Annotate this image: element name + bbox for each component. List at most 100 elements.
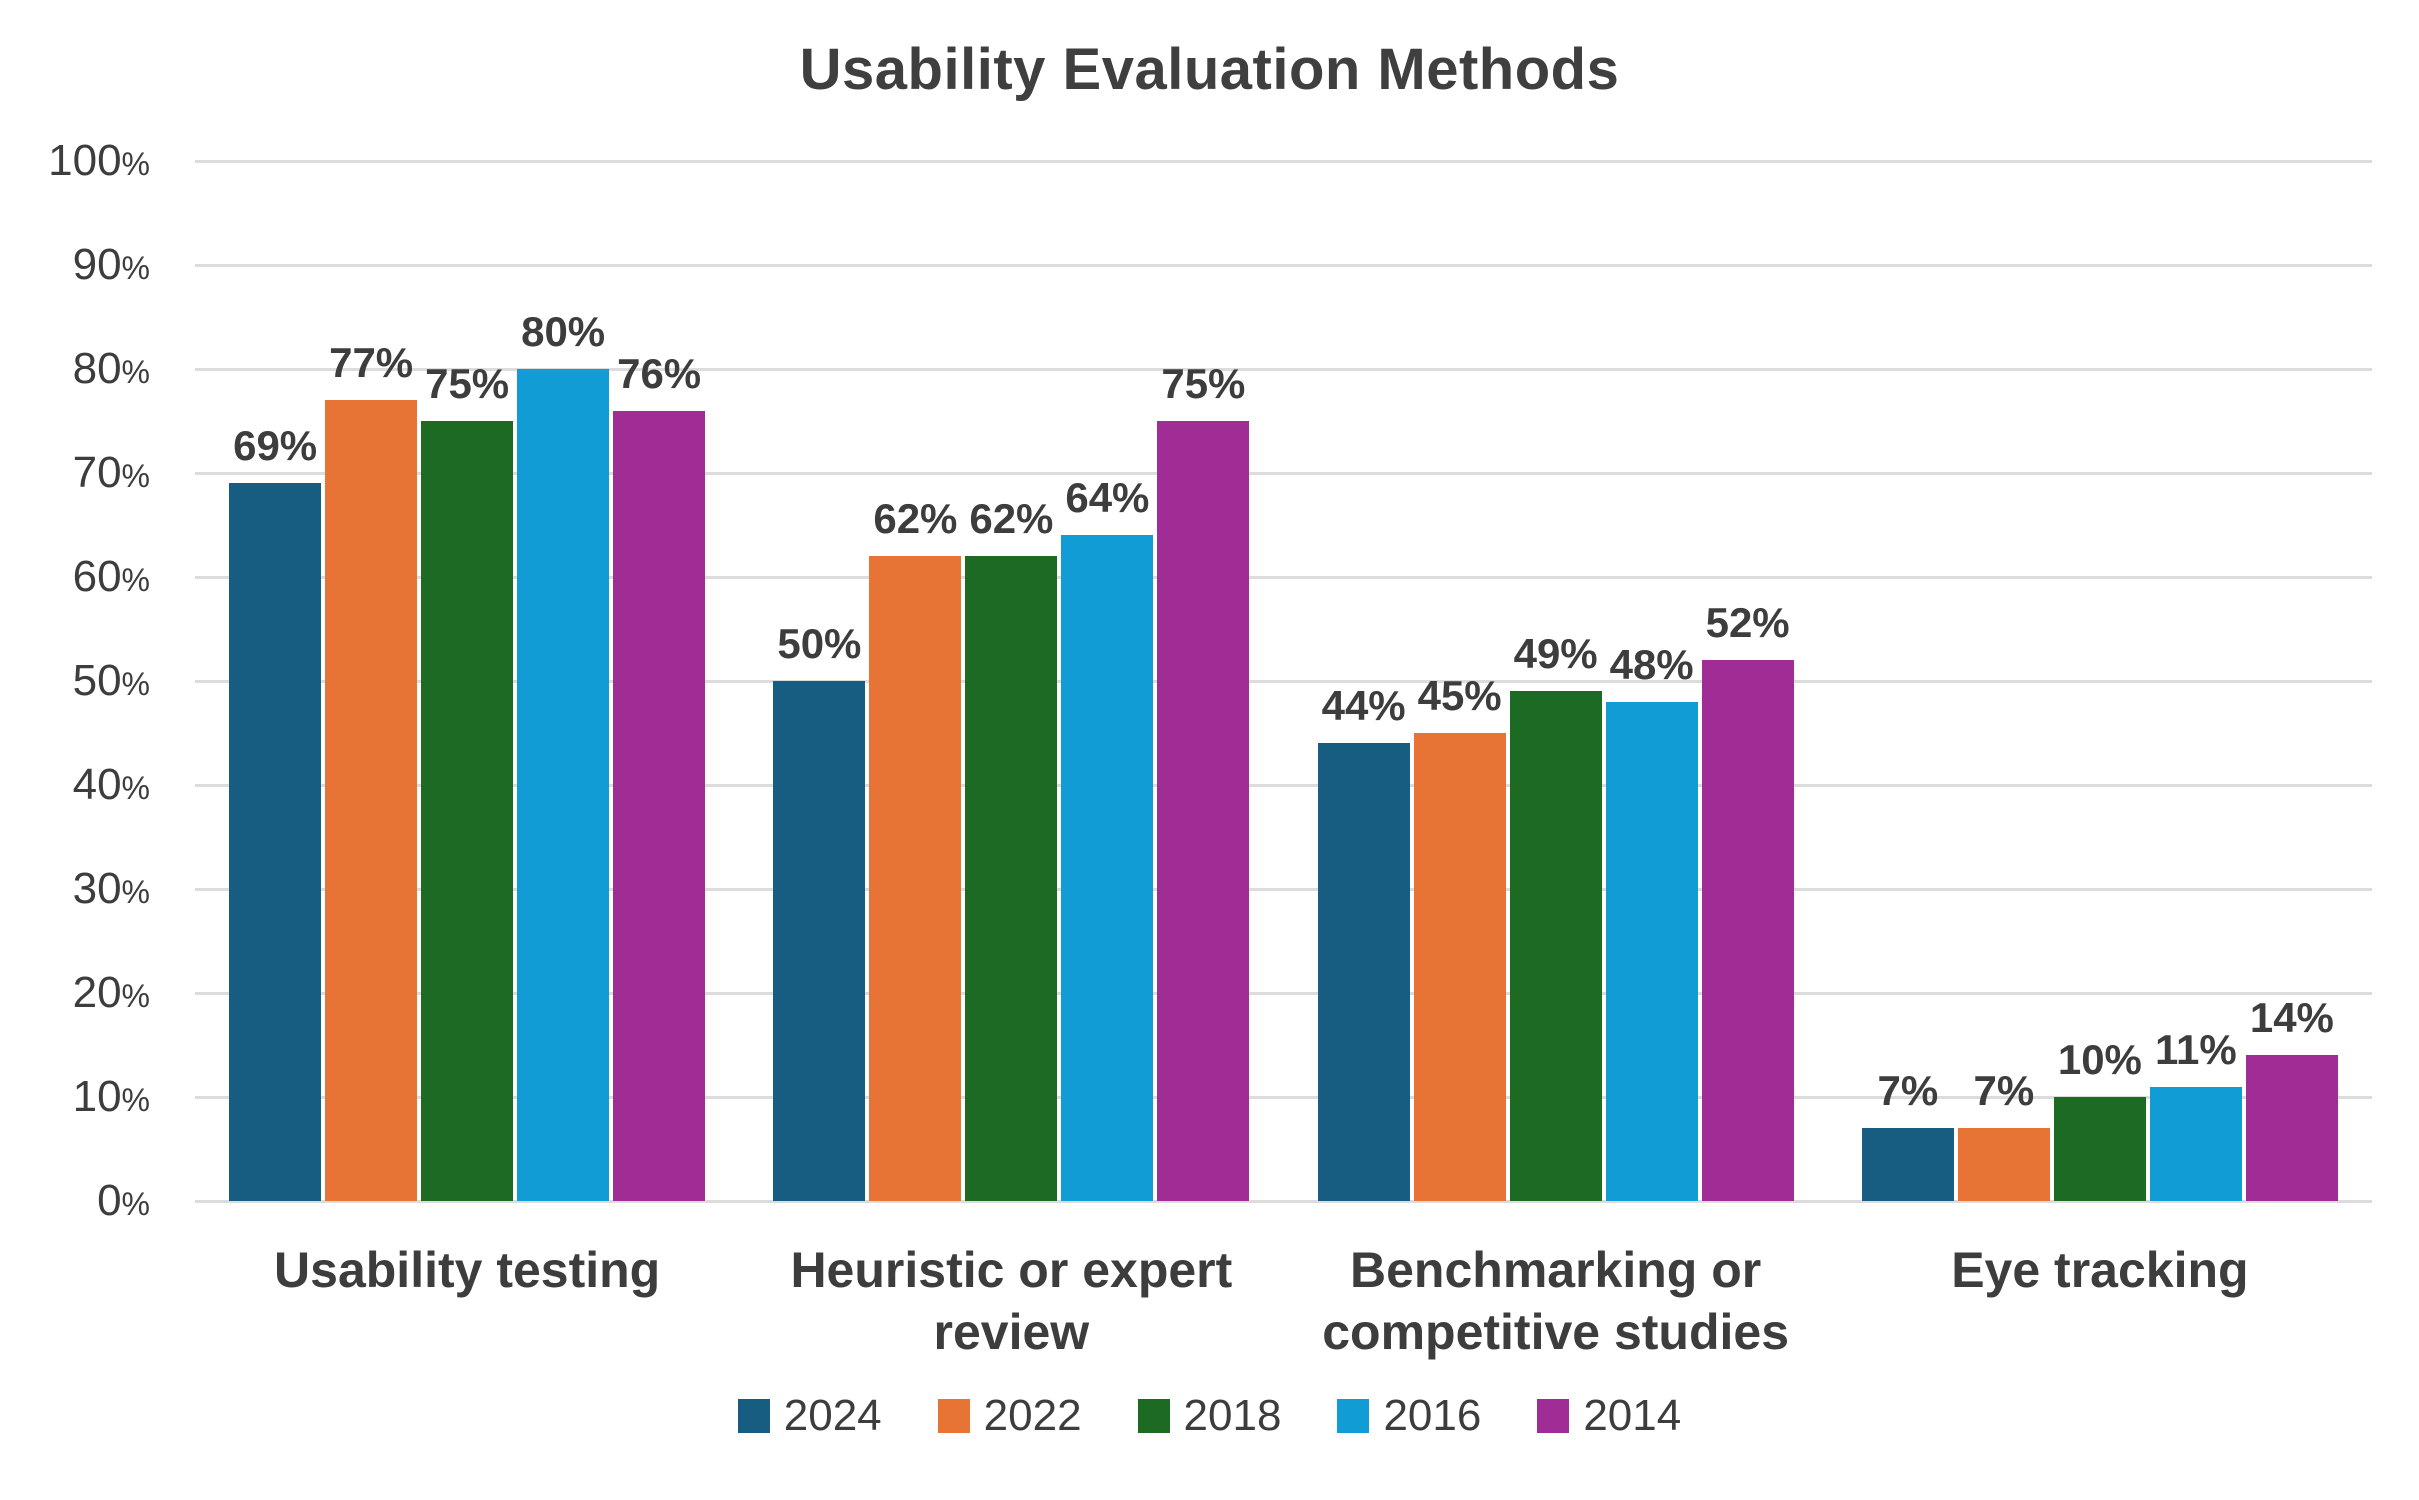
bar-value-label: 69% — [233, 422, 318, 470]
y-tick-label: 80% — [72, 344, 150, 393]
category-label: Heuristic or expert review — [790, 1242, 1233, 1360]
y-tick-label: 50% — [72, 656, 150, 705]
bar-column: 49% — [1509, 161, 1602, 1201]
bar-groups: 69% 77% 75% 80% 76% 50% 62% 62% 64% 75% 44% 45% 49% 4… — [195, 161, 2372, 1201]
bar-group: 69% 77% 75% 80% 76% — [195, 161, 739, 1201]
bar-2024-heuristic-or-expert-review — [773, 681, 866, 1201]
bar-value-label: 44% — [1321, 682, 1406, 730]
legend-swatch-icon — [937, 1399, 970, 1433]
y-tick-label: 30% — [72, 864, 150, 913]
bar-2014-heuristic-or-expert-review — [1157, 421, 1250, 1201]
bar-value-label: 7% — [1877, 1067, 1939, 1115]
legend-item-2018: 2018 — [1137, 1391, 1282, 1440]
bar-2018-usability-testing — [421, 421, 514, 1201]
bar-column: 45% — [1413, 161, 1506, 1201]
bar-column: 80% — [517, 161, 610, 1201]
legend-label: 2024 — [783, 1391, 882, 1440]
bar-column: 48% — [1605, 161, 1698, 1201]
bar-column: 11% — [2149, 161, 2242, 1201]
bar-group: 50% 62% 62% 64% 75% — [739, 161, 1283, 1201]
bar-value-label: 11% — [2155, 1025, 2237, 1073]
legend-swatch-icon — [737, 1399, 770, 1433]
bar-2024-eye-tracking — [1861, 1128, 1954, 1201]
gridline — [195, 576, 2372, 579]
y-tick-label: 100% — [48, 136, 150, 185]
bar-column: 75% — [421, 161, 514, 1201]
bar-column: 7% — [1861, 161, 1954, 1201]
legend-swatch-icon — [1337, 1399, 1370, 1433]
bar-value-label: 52% — [1705, 599, 1790, 647]
bar-value-label: 48% — [1609, 640, 1694, 688]
legend-label: 2016 — [1383, 1391, 1482, 1440]
gridline — [195, 472, 2372, 475]
bar-2022-benchmarking-or-competitive-studies — [1413, 733, 1506, 1201]
y-tick-label: 0% — [97, 1176, 150, 1225]
gridline — [195, 784, 2372, 787]
y-tick-label: 20% — [72, 968, 150, 1017]
bar-value-label: 77% — [329, 339, 414, 387]
gridline — [195, 992, 2372, 995]
gridline — [195, 888, 2372, 891]
y-tick-label: 10% — [72, 1072, 150, 1121]
bar-column: 44% — [1317, 161, 1410, 1201]
category-label: Usability testing — [274, 1242, 661, 1298]
gridline — [195, 368, 2372, 371]
legend-item-2016: 2016 — [1337, 1392, 1481, 1440]
chart-title: Usability Evaluation Methods — [799, 37, 1620, 102]
bar-value-label: 49% — [1513, 630, 1598, 678]
bar-2022-usability-testing — [325, 400, 418, 1201]
bar-value-label: 76% — [617, 349, 702, 397]
legend-item-2022: 2022 — [937, 1391, 1082, 1440]
bar-column: 76% — [613, 161, 706, 1201]
bar-value-label: 75% — [1161, 360, 1246, 407]
bar-group: 44% 45% 49% 48% 52% — [1284, 161, 1828, 1201]
y-tick-label: 40% — [72, 760, 150, 809]
bar-value-label: 7% — [1973, 1067, 2035, 1115]
bar-2016-eye-tracking — [2149, 1086, 2242, 1201]
bar-2016-heuristic-or-expert-review — [1061, 535, 1154, 1201]
y-tick-label: 60% — [72, 552, 150, 601]
bar-column: 7% — [1957, 161, 2050, 1201]
bar-column: 75% — [1157, 161, 1250, 1201]
bar-column: 62% — [965, 161, 1058, 1201]
bar-column: 69% — [229, 161, 322, 1201]
bar-value-label: 45% — [1417, 672, 1502, 719]
y-tick-label: 70% — [72, 448, 150, 497]
bar-2014-benchmarking-or-competitive-studies — [1701, 660, 1794, 1201]
bar-column: 64% — [1061, 161, 1154, 1201]
gridline — [195, 160, 2372, 163]
bar-2016-benchmarking-or-competitive-studies — [1605, 701, 1698, 1201]
bar-group: 7% 7% 10% 11% 14% — [1828, 161, 2372, 1201]
legend-label: 2018 — [1183, 1391, 1282, 1440]
bar-2024-benchmarking-or-competitive-studies — [1317, 743, 1410, 1201]
gridline — [195, 680, 2372, 683]
gridline — [195, 1096, 2372, 1099]
legend-label: 2022 — [983, 1391, 1082, 1440]
category-label: Eye tracking — [1951, 1242, 2249, 1298]
legend: 2024 2022 2018 2016 2014 — [0, 1392, 2419, 1440]
bar-value-label: 75% — [425, 360, 510, 407]
bar-column: 14% — [2245, 161, 2338, 1201]
legend-label: 2014 — [1583, 1391, 1682, 1440]
x-axis: Usability testing Heuristic or expert rev… — [195, 1239, 2372, 1363]
bar-column: 77% — [325, 161, 418, 1201]
bar-value-label: 62% — [873, 495, 958, 543]
y-axis: 100% 90% 80% 70% 60% 50% 40% 30% 20% 10% 0% — [0, 137, 160, 1225]
bar-2018-benchmarking-or-competitive-studies — [1509, 691, 1602, 1201]
gridline — [195, 1200, 2372, 1203]
bar-value-label: 62% — [969, 495, 1054, 543]
y-tick-label: 90% — [72, 240, 150, 289]
legend-item-2024: 2024 — [737, 1391, 882, 1440]
gridline — [195, 264, 2372, 267]
bar-column: 50% — [773, 161, 866, 1201]
bar-2022-eye-tracking — [1957, 1128, 2050, 1201]
plot-area: 69% 77% 75% 80% 76% 50% 62% 62% 64% 75% 44% 45% 49% 4… — [195, 160, 2372, 1203]
bar-value-label: 14% — [2249, 994, 2334, 1042]
bar-2016-usability-testing — [517, 369, 610, 1201]
bar-value-label: 80% — [521, 308, 606, 355]
bar-column: 10% — [2053, 161, 2146, 1201]
bar-column: 52% — [1701, 161, 1794, 1201]
category-label: Benchmarking or competitive studies — [1322, 1242, 1790, 1360]
legend-swatch-icon — [1137, 1399, 1170, 1433]
